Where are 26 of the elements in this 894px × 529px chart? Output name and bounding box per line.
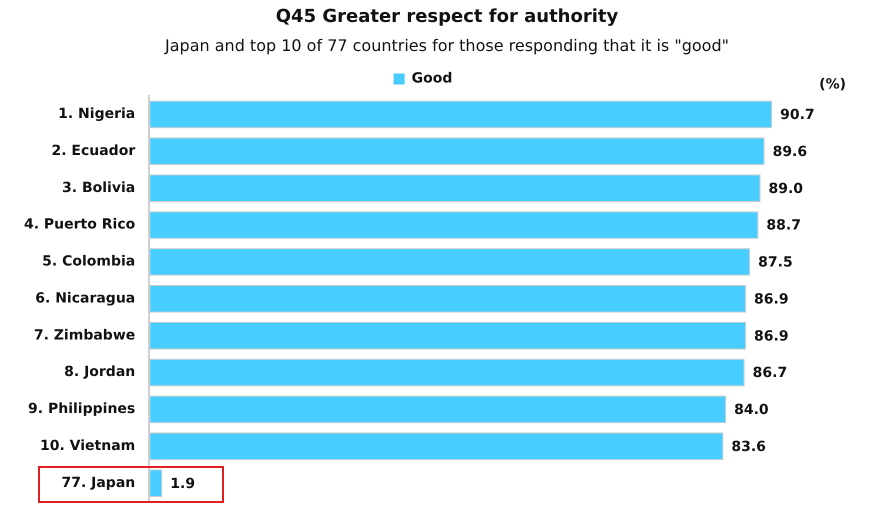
data-label: 90.7: [780, 107, 815, 124]
y-tick-label: 9. Philippines: [28, 401, 136, 418]
y-tick-label: 4. Puerto Rico: [24, 216, 136, 233]
data-label: 89.0: [768, 180, 804, 197]
y-tick-label: 10. Vietnam: [40, 438, 136, 454]
data-label: 86.9: [754, 328, 789, 344]
y-tick-label: 3. Bolivia: [62, 180, 136, 196]
y-tick-label: 7. Zimbabwe: [34, 327, 136, 344]
y-tick-label: 8. Jordan: [64, 364, 136, 380]
chart-title: Q45 Greater respect for authority: [274, 6, 620, 27]
y-tick-label: 5. Colombia: [42, 254, 136, 270]
data-label: 84.0: [734, 402, 769, 418]
y-tick-label: 77. Japan: [61, 474, 136, 491]
data-label: 86.7: [752, 365, 788, 382]
y-tick-label: 2. Ecuador: [51, 142, 136, 159]
data-label: 89.6: [772, 144, 808, 160]
chart-subtitle: Japan and top 10 of 77 countries for those responding that it is "good": [163, 36, 730, 55]
y-tick-label: 1. Nigeria: [58, 106, 136, 122]
y-tick-label: 6. Nicaragua: [35, 290, 136, 306]
legend-label: Good: [412, 70, 452, 87]
data-label: 88.7: [766, 218, 801, 234]
data-label: 86.9: [754, 291, 789, 308]
data-label: 87.5: [758, 254, 793, 271]
x-axis-title: (%): [819, 76, 846, 93]
data-label: 1.9: [170, 476, 196, 492]
data-label: 83.6: [731, 438, 766, 455]
